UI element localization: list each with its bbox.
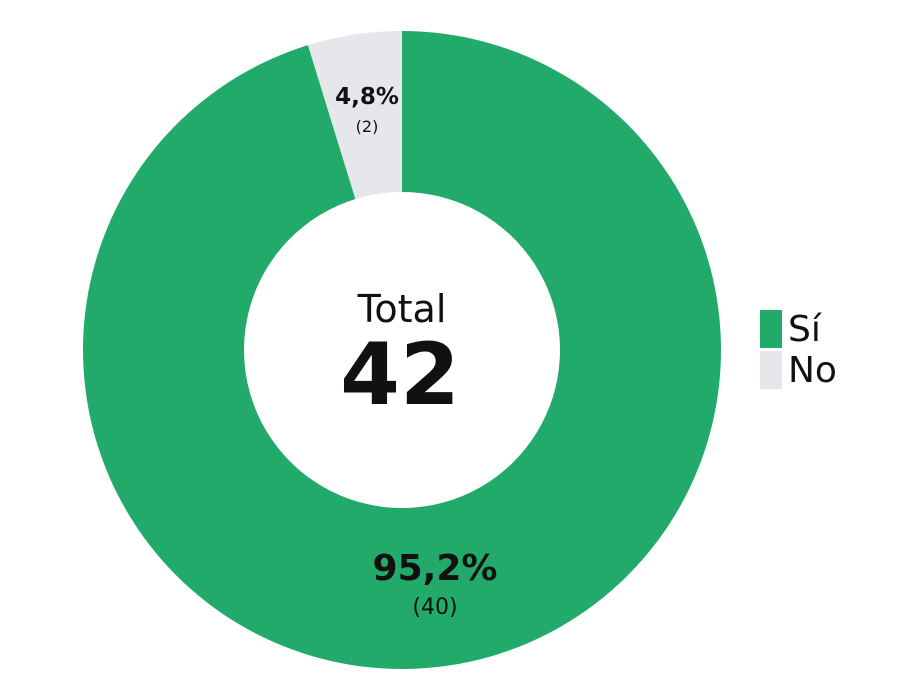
slice-labels-layer: 95,2% (40) 4,8% (2) xyxy=(335,84,497,620)
center-total-value: 42 xyxy=(340,325,460,425)
slices-layer xyxy=(82,31,722,669)
slice-percent-label: 4,8% xyxy=(335,84,399,110)
slice-count-label: (40) xyxy=(412,595,457,620)
legend-swatch xyxy=(760,310,782,348)
legend-swatch xyxy=(760,351,782,389)
slice-percent-label: 95,2% xyxy=(373,548,498,589)
slice-count-label: (2) xyxy=(356,117,379,136)
slice-si xyxy=(82,31,722,669)
legend-label: Sí xyxy=(788,309,822,350)
legend-label: No xyxy=(788,350,837,391)
slice-no xyxy=(307,31,402,200)
center-total-label: Total xyxy=(357,287,447,331)
